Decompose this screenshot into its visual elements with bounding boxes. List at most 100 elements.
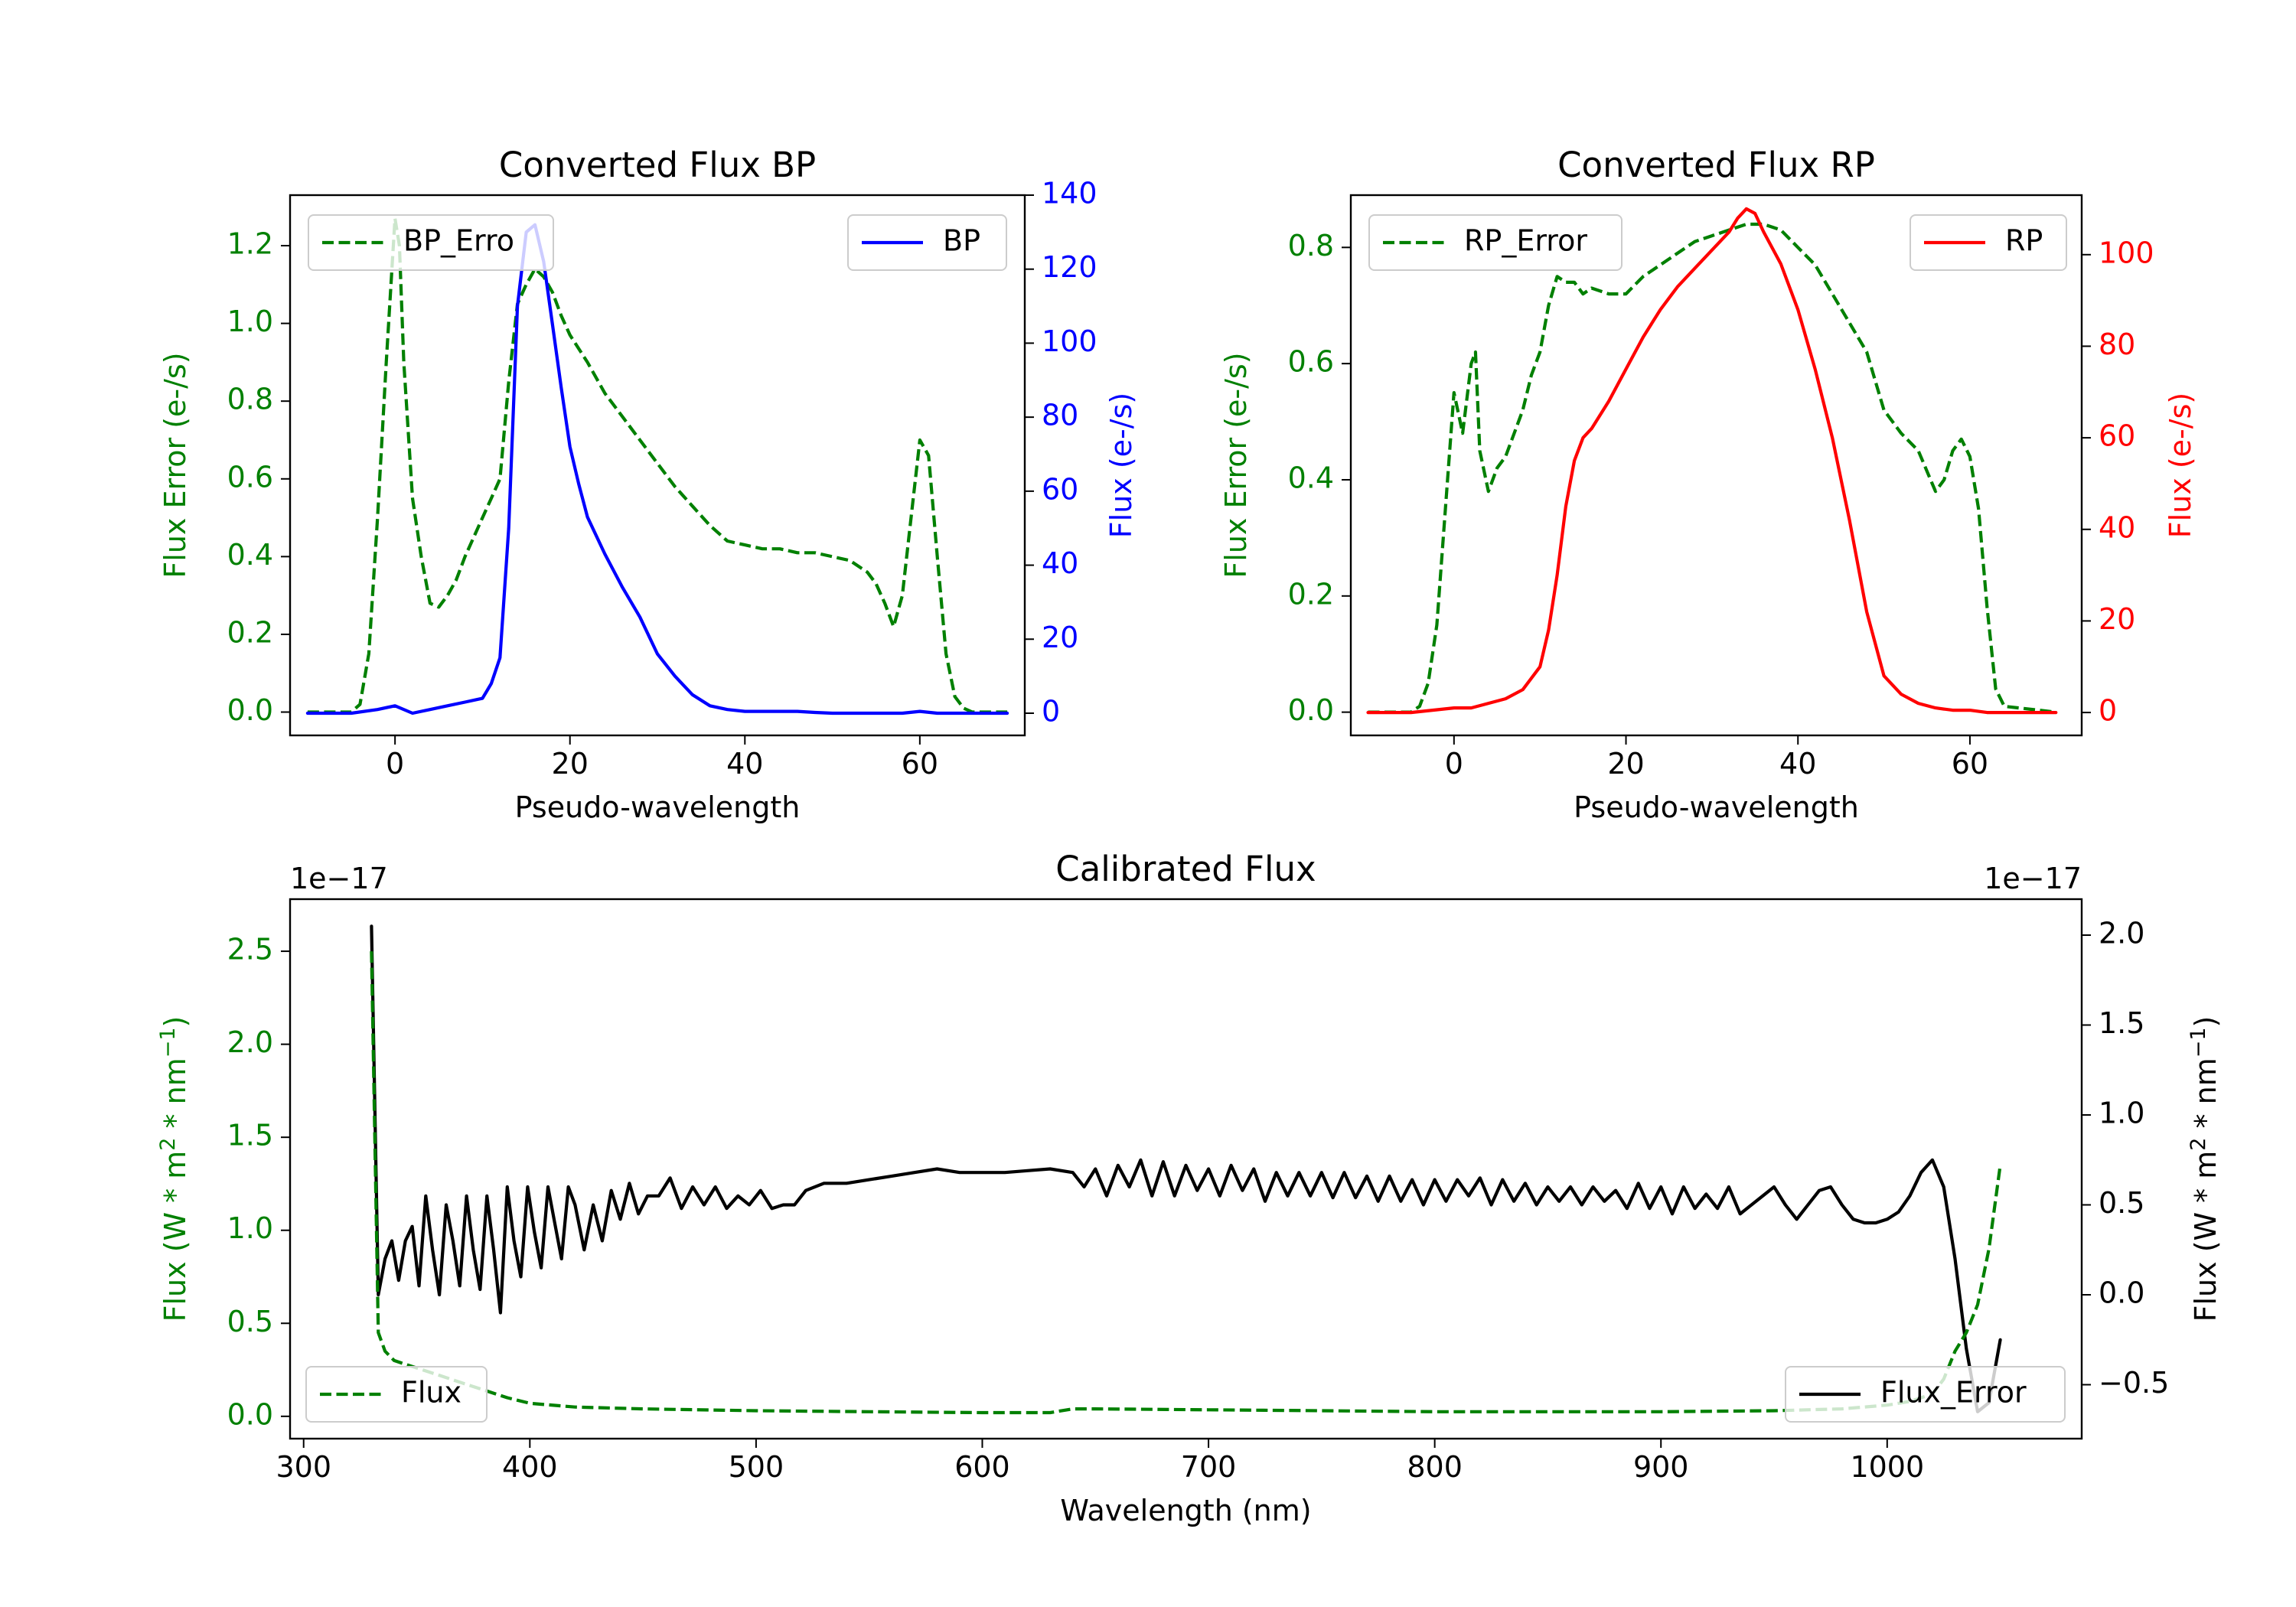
calibrated-y-left-tick-label: 0.0 bbox=[227, 1397, 273, 1431]
rp-legend-right-box bbox=[1910, 214, 2067, 271]
rp-x-tick-label: 20 bbox=[1607, 747, 1644, 781]
rp-y-left-axis-label: Flux Error (e-/s) bbox=[1219, 352, 1253, 578]
bp-y-right-tick-label: 120 bbox=[1042, 250, 1097, 284]
rp-x-tick-label: 0 bbox=[1445, 747, 1463, 781]
bp-y-left-tick-label: 0.0 bbox=[227, 693, 273, 727]
calibrated-y-left-tick-label: 2.5 bbox=[227, 933, 273, 966]
calibrated-x-tick-label: 1000 bbox=[1850, 1450, 1924, 1484]
bp-legend-right-box bbox=[847, 214, 1007, 271]
calibrated-y-left-tick-label: 2.0 bbox=[227, 1025, 273, 1059]
rp-y-right-tick-label: 100 bbox=[2099, 236, 2154, 269]
calibrated-y-right-tick-label: 2.0 bbox=[2099, 917, 2144, 950]
bp-legend-left-box bbox=[308, 214, 554, 271]
y-label-part: ) bbox=[2189, 1016, 2223, 1028]
rp-series-rp-line bbox=[1366, 207, 2058, 715]
bp-x-tick-label: 60 bbox=[902, 747, 938, 781]
rp-legend-left-box bbox=[1368, 214, 1623, 271]
rp-y-right-tick-label: 80 bbox=[2099, 328, 2135, 361]
rp-title: Converted Flux RP bbox=[1557, 145, 1875, 185]
y-label-part: Flux (W * m bbox=[158, 1151, 192, 1322]
rp-x-tick-label: 40 bbox=[1779, 747, 1816, 781]
bp-x-tick-label: 0 bbox=[386, 747, 404, 781]
bp-x-axis-label: Pseudo-wavelength bbox=[515, 790, 801, 824]
calibrated-y-left-tick-label: 1.0 bbox=[227, 1211, 273, 1245]
rp-y-left-tick-label: 0.6 bbox=[1288, 345, 1334, 379]
rp-y-right-tick-label: 20 bbox=[2099, 602, 2135, 636]
bp-y-left-tick-label: 0.6 bbox=[227, 460, 273, 494]
calibrated-series-flux-line bbox=[370, 924, 2002, 1413]
bp-y-left-tick-label: 0.4 bbox=[227, 538, 273, 572]
calibrated-x-axis-label: Wavelength (nm) bbox=[1060, 1494, 1311, 1527]
calibrated-x-tick-label: 800 bbox=[1407, 1450, 1463, 1484]
y-label-part: Flux (W * m bbox=[2189, 1151, 2223, 1322]
calibrated-axes-frame bbox=[289, 898, 2083, 1440]
bp-y-right-tick-label: 140 bbox=[1042, 177, 1097, 210]
rp-legend-left-label: RP_Error bbox=[1464, 224, 1587, 258]
rp-legend-right-label: RP bbox=[2005, 224, 2043, 258]
bp-series-bp-line bbox=[305, 223, 1009, 715]
bp-legend-right-label: BP bbox=[943, 224, 980, 258]
calibrated-panel: 300 400 500 600 700 800 900 1000 0.0 0.5 1.0 1.5 2.0… bbox=[156, 849, 2223, 1527]
rp-y-right-tick-label: 60 bbox=[2099, 419, 2135, 453]
bp-y-left-tick-label: 0.2 bbox=[227, 615, 273, 649]
calibrated-offset-left: 1e−17 bbox=[290, 862, 388, 895]
y-label-part: −1 bbox=[156, 1027, 180, 1058]
rp-y-left-tick-label: 0.2 bbox=[1288, 577, 1334, 611]
bp-y-right-tick-label: 40 bbox=[1042, 546, 1078, 580]
rp-panel: 0 20 40 60 0.0 0.2 0.4 0.6 0.8 0 20 40 60 80 100 Conver… bbox=[1219, 145, 2197, 824]
y-label-part: * nm bbox=[2189, 1058, 2223, 1137]
bp-panel: 0 20 40 60 0.0 0.2 0.4 0.6 0.8 1.0 1.2 0 20 40 60 80 100… bbox=[158, 145, 1138, 824]
y-label-part: * nm bbox=[158, 1058, 192, 1137]
calibrated-x-tick-label: 400 bbox=[502, 1450, 558, 1484]
bp-series-bp-error-line bbox=[307, 217, 1008, 714]
bp-y-left-axis-label: Flux Error (e-/s) bbox=[158, 352, 192, 578]
calibrated-x-tick-label: 700 bbox=[1181, 1450, 1237, 1484]
rp-y-right-tick-label: 0 bbox=[2099, 694, 2117, 728]
bp-y-left-tick-label: 1.2 bbox=[227, 227, 273, 261]
rp-series-rp-error-line bbox=[1368, 222, 2056, 714]
bp-x-tick-label: 20 bbox=[552, 747, 589, 781]
rp-y-right-tick-label: 40 bbox=[2099, 510, 2135, 544]
calibrated-x-tick-label: 600 bbox=[954, 1450, 1010, 1484]
calibrated-y-right-tick-label: 0.0 bbox=[2099, 1276, 2144, 1310]
bp-y-right-tick-label: 100 bbox=[1042, 324, 1097, 358]
bp-y-right-axis-label: Flux (e-/s) bbox=[1104, 393, 1138, 538]
bp-title: Converted Flux BP bbox=[499, 145, 816, 185]
calibrated-offset-right: 1e−17 bbox=[1984, 862, 2082, 895]
rp-y-left-tick-label: 0.4 bbox=[1288, 461, 1334, 494]
rp-axes-frame bbox=[1349, 194, 2083, 737]
calibrated-legend-left-label: Flux bbox=[401, 1376, 461, 1410]
rp-x-tick-label: 60 bbox=[1952, 747, 1988, 781]
bp-y-right-tick-label: 0 bbox=[1042, 694, 1060, 728]
calibrated-y-left-axis-label: Flux (W * m2 * nm−1) bbox=[156, 1016, 192, 1322]
calibrated-y-right-tick-label: 1.5 bbox=[2099, 1006, 2144, 1040]
bp-y-left-tick-label: 1.0 bbox=[227, 305, 273, 338]
y-label-part: 2 bbox=[156, 1138, 180, 1151]
calibrated-y-right-tick-label: 0.5 bbox=[2099, 1186, 2144, 1220]
rp-x-axis-label: Pseudo-wavelength bbox=[1574, 790, 1859, 824]
bp-y-right-tick-label: 60 bbox=[1042, 472, 1078, 506]
calibrated-y-left-tick-label: 0.5 bbox=[227, 1305, 273, 1338]
y-label-part: 2 bbox=[2187, 1138, 2210, 1151]
calibrated-x-tick-label: 500 bbox=[729, 1450, 784, 1484]
y-label-part: −1 bbox=[2187, 1027, 2210, 1058]
y-label-part: ) bbox=[158, 1016, 192, 1028]
calibrated-y-right-tick-label: −0.5 bbox=[2099, 1366, 2169, 1400]
calibrated-legend-right-label: Flux_Error bbox=[1880, 1376, 2027, 1410]
calibrated-y-right-tick-label: 1.0 bbox=[2099, 1097, 2144, 1130]
bp-y-right-tick-label: 20 bbox=[1042, 621, 1078, 654]
calibrated-legend-left-box bbox=[305, 1366, 488, 1423]
calibrated-y-right-axis-label: Flux (W * m2 * nm−1) bbox=[2187, 1016, 2223, 1322]
calibrated-x-tick-label: 900 bbox=[1633, 1450, 1689, 1484]
bp-y-left-tick-label: 0.8 bbox=[227, 383, 273, 416]
calibrated-legend-right-box bbox=[1785, 1366, 2066, 1423]
rp-y-left-tick-label: 0.0 bbox=[1288, 693, 1334, 727]
rp-y-left-tick-label: 0.8 bbox=[1288, 229, 1334, 262]
rp-y-right-axis-label: Flux (e-/s) bbox=[2164, 393, 2197, 538]
calibrated-title: Calibrated Flux bbox=[1055, 849, 1316, 889]
bp-axes-frame bbox=[289, 194, 1026, 737]
calibrated-x-tick-label: 300 bbox=[276, 1450, 331, 1484]
calibrated-y-left-tick-label: 1.5 bbox=[227, 1119, 273, 1152]
bp-x-tick-label: 40 bbox=[726, 747, 763, 781]
